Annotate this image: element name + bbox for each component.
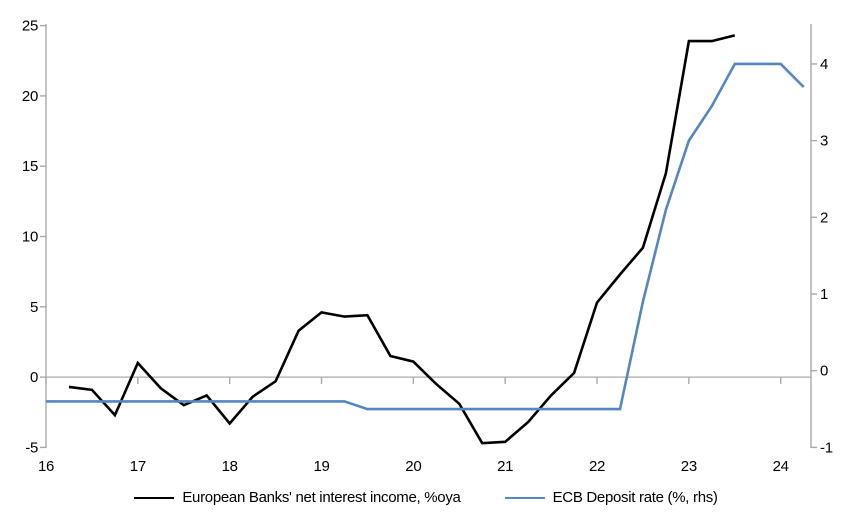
series-line-0 (68, 34, 736, 445)
right-axis-tick-label: -1 (820, 439, 833, 456)
x-axis-tick-label: 18 (222, 458, 238, 475)
x-axis-tick-label: 23 (681, 458, 697, 475)
x-axis-tick-label: 16 (38, 458, 54, 475)
x-axis-tick-label: 19 (313, 458, 329, 475)
x-axis-tick-label: 22 (589, 458, 605, 475)
right-axis-tick-label: 2 (820, 209, 828, 226)
left-axis-tick-label: 5 (30, 299, 38, 316)
x-axis-tick-label: 17 (130, 458, 146, 475)
left-axis-tick-label: 0 (30, 369, 38, 386)
left-axis-tick-label: -5 (25, 439, 38, 456)
legend-label-net-interest-income: European Banks' net interest income, %oy… (182, 489, 461, 506)
right-axis-tick-label: 4 (820, 56, 828, 73)
right-axis-tick-label: 1 (820, 286, 828, 303)
right-axis-tick-label: 3 (820, 133, 828, 150)
legend-line-swatch-blue (504, 496, 545, 499)
legend: European Banks' net interest income, %oy… (0, 489, 852, 506)
right-axis-tick-label: 0 (820, 363, 828, 380)
legend-line-swatch-black (134, 496, 175, 499)
series-line-1 (46, 62, 805, 411)
left-axis-tick-label: 25 (22, 18, 38, 35)
x-axis-tick-label: 24 (773, 458, 789, 475)
left-axis-tick-label: 20 (22, 88, 38, 105)
x-axis-tick-label: 20 (405, 458, 421, 475)
legend-item-net-interest-income: European Banks' net interest income, %oy… (134, 489, 461, 506)
left-axis-tick-label: 15 (22, 158, 38, 175)
legend-item-ecb-deposit-rate: ECB Deposit rate (%, rhs) (504, 489, 718, 506)
x-axis-tick-label: 21 (497, 458, 513, 475)
legend-label-ecb-deposit-rate: ECB Deposit rate (%, rhs) (552, 489, 718, 506)
left-axis-tick-label: 10 (22, 229, 38, 246)
